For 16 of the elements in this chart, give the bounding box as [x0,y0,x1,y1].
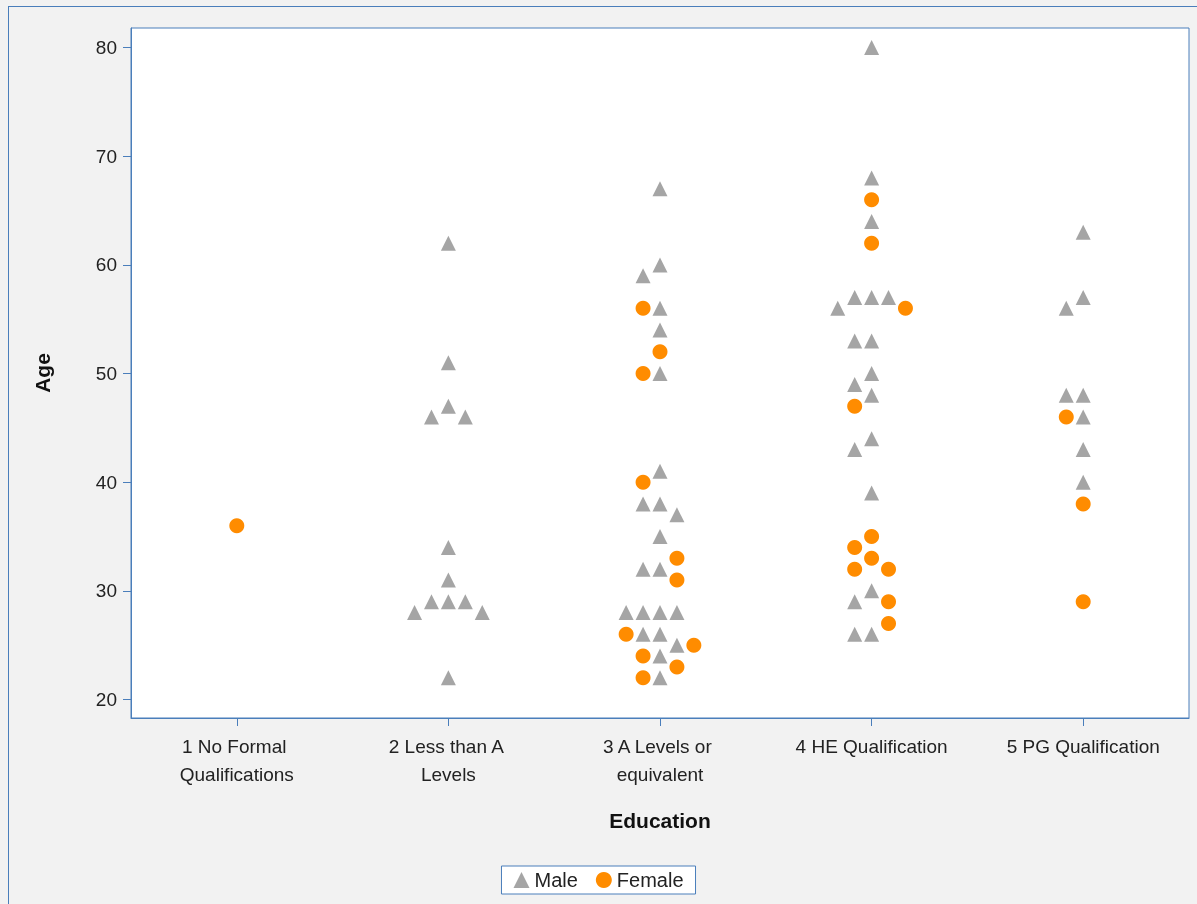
x-tick-label: 2 Less than A Levels [388,735,509,785]
y-tick-label: 70 [95,145,117,167]
x-tick-label: 1 No Formal Qualifications [179,735,294,785]
legend-label: Male [534,869,578,891]
legend-label: Female [616,869,684,891]
x-tick-label: 5 PG Qualification [1006,735,1160,757]
y-tick-label: 30 [95,580,117,602]
y-tick-label: 20 [95,689,117,711]
x-tick-label: 3 A Levels or equivalent [602,735,718,785]
y-tick-label: 60 [95,254,117,276]
y-tick-label: 50 [95,363,117,385]
y-tick-label: 80 [95,37,117,59]
y-axis-title: Age [31,353,54,393]
y-tick-label: 40 [95,471,117,493]
x-axis-title: Education [609,809,711,832]
x-tick-label: 4 HE Qualification [795,735,948,757]
